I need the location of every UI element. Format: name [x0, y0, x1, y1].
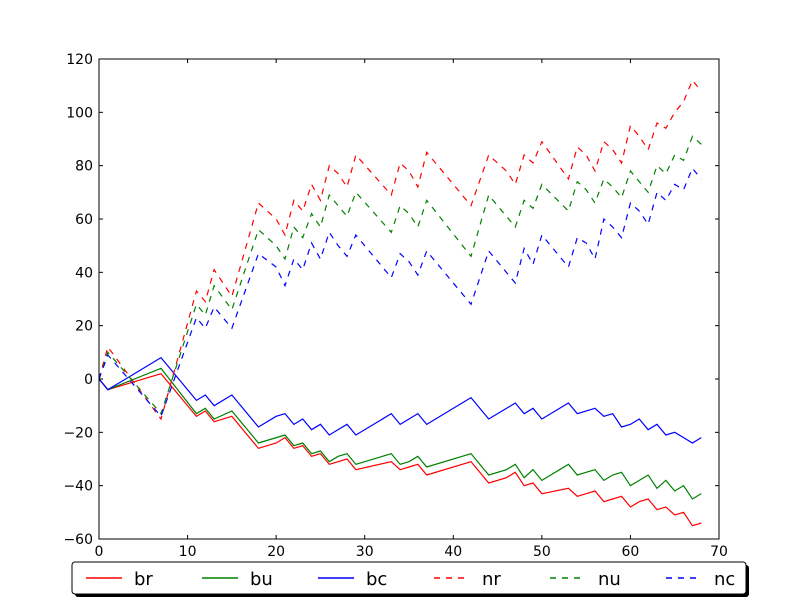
- x-tick-label: 60: [622, 544, 640, 560]
- series-layer: [99, 79, 702, 527]
- legend-box: [71, 561, 747, 595]
- y-tick-label: −40: [63, 479, 93, 495]
- y-tick-label: −20: [63, 425, 93, 441]
- ticks-layer: 0 10 20 30 40 50 60 70 −60 −40 −20 0 20 40 60 80 100 120: [63, 52, 727, 560]
- x-tick-label: 30: [356, 544, 374, 560]
- y-tick-label: −60: [63, 532, 93, 548]
- y-tick-label: 120: [66, 52, 93, 68]
- y-tick-label: 80: [75, 159, 93, 175]
- x-tick-label: 10: [179, 544, 197, 560]
- series-line-nc: [99, 167, 702, 418]
- legend-item-br: br: [86, 569, 153, 590]
- x-tick-label: 70: [710, 544, 728, 560]
- x-tick-label: 50: [533, 544, 551, 560]
- legend-label-nr: nr: [482, 569, 501, 590]
- legend-item-bu: bu: [202, 569, 273, 590]
- x-tick-label: 40: [444, 544, 462, 560]
- series-line-nu: [99, 135, 702, 415]
- y-tick-label: 0: [84, 372, 93, 388]
- series-line-bu: [99, 367, 702, 500]
- series-line-bc: [99, 356, 702, 444]
- plot-frame: [98, 58, 720, 540]
- legend-item-nc: nc: [666, 569, 735, 590]
- x-tick-label: 0: [95, 544, 104, 560]
- y-tick-label: 20: [75, 319, 93, 335]
- legend: br bu bc nr nu nc: [71, 561, 749, 597]
- legend-items: br bu bc nr nu nc: [86, 569, 735, 590]
- y-tick-label: 40: [75, 265, 93, 281]
- legend-label-bc: bc: [366, 569, 387, 590]
- legend-label-nu: nu: [598, 569, 621, 590]
- y-tick-label: 60: [75, 212, 93, 228]
- legend-label-nc: nc: [714, 569, 735, 590]
- legend-item-nu: nu: [550, 569, 621, 590]
- y-tick-label: 100: [66, 105, 93, 121]
- legend-label-br: br: [134, 569, 153, 590]
- legend-label-bu: bu: [250, 569, 273, 590]
- x-tick-label: 20: [267, 544, 285, 560]
- series-line-br: [99, 372, 702, 527]
- series-line-nr: [99, 79, 702, 421]
- legend-item-bc: bc: [318, 569, 387, 590]
- legend-item-nr: nr: [434, 569, 501, 590]
